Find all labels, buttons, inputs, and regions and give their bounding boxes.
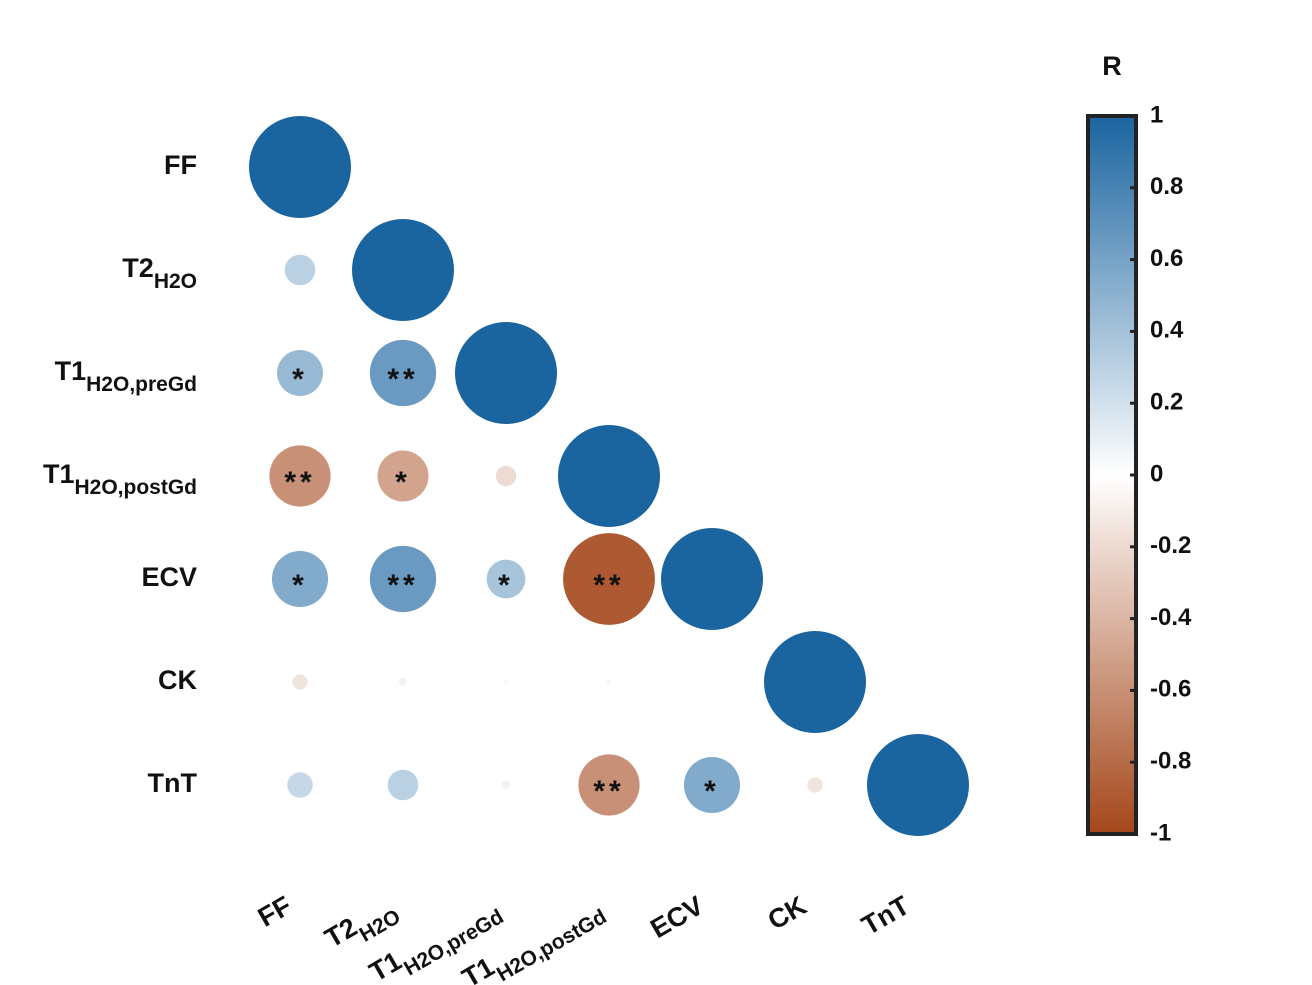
label-main: CK xyxy=(158,665,197,695)
label-main: T1 xyxy=(55,356,87,386)
label-main: T1 xyxy=(364,946,406,985)
significance: * xyxy=(292,569,308,602)
corr-circle xyxy=(683,756,741,814)
axis-label: T2H2O xyxy=(122,253,197,293)
colorbar-tick-label: 1 xyxy=(1150,101,1163,128)
colorbar-tick-label: 0 xyxy=(1150,460,1163,487)
corr-circle xyxy=(292,674,308,690)
colorbar-tick-label: -1 xyxy=(1150,819,1171,846)
x-label-group: CK xyxy=(763,890,812,936)
corr-circle xyxy=(503,679,509,685)
corr-circle xyxy=(606,679,612,685)
corr-circle xyxy=(710,680,714,684)
corr-circle xyxy=(284,254,316,286)
significance: * xyxy=(498,569,514,602)
label-main: CK xyxy=(763,890,812,936)
axis-label: TnT xyxy=(148,768,198,798)
corr-circle xyxy=(369,545,437,613)
corr-circle xyxy=(867,734,969,836)
label-sub: H2O xyxy=(355,905,404,947)
corr-circle xyxy=(269,445,331,507)
colorbar-tick-label: -0.4 xyxy=(1150,604,1192,631)
colorbar-tick-label: 0.2 xyxy=(1150,389,1183,416)
significance: * xyxy=(292,363,308,396)
label-main: ECV xyxy=(645,890,708,944)
colorbar-title: R xyxy=(1102,51,1122,81)
significance: ** xyxy=(387,363,418,396)
significance: ** xyxy=(387,569,418,602)
colorbar-tick-label: -0.2 xyxy=(1150,532,1191,559)
x-label-group: ECV xyxy=(645,890,708,944)
significance: * xyxy=(704,775,720,808)
corr-circle xyxy=(271,550,329,608)
corr-circle xyxy=(495,465,517,487)
significance: * xyxy=(395,466,411,499)
colorbar-tick-label: -0.8 xyxy=(1150,748,1191,775)
axis-label: CK xyxy=(158,665,197,695)
colorbar-tick-label: 0.8 xyxy=(1150,173,1183,200)
corr-circle xyxy=(455,322,557,424)
significance: ** xyxy=(593,569,624,602)
corr-circle xyxy=(398,677,408,687)
label-sub: H2O,preGd xyxy=(86,373,197,396)
colorbar-tick-label: 0.6 xyxy=(1150,245,1183,272)
corr-circle xyxy=(486,559,526,599)
colorbar xyxy=(1086,114,1138,836)
label-main: TnT xyxy=(857,890,915,941)
axis-label: FF xyxy=(253,890,297,932)
colorbar-tick-label: 0.4 xyxy=(1150,317,1184,344)
corr-circle xyxy=(369,339,437,407)
label-main: T1 xyxy=(43,459,75,489)
x-label-group: FF xyxy=(253,890,297,932)
corr-circle xyxy=(578,754,640,816)
label-main: FF xyxy=(164,150,197,180)
corr-circle xyxy=(377,450,429,502)
axis-label: FF xyxy=(164,150,197,180)
significance: ** xyxy=(284,466,315,499)
corr-circle xyxy=(352,219,454,321)
label-main: ECV xyxy=(141,562,197,592)
corr-circle xyxy=(563,533,655,625)
label-sub: H2O,postGd xyxy=(493,905,611,985)
label-main: TnT xyxy=(148,768,198,798)
significance: ** xyxy=(593,775,624,808)
label-sub: H2O xyxy=(154,270,197,293)
x-label-group: TnT xyxy=(857,890,915,941)
axis-label: CK xyxy=(763,890,812,936)
label-main: FF xyxy=(253,890,297,932)
axis-label: ECV xyxy=(645,890,708,944)
label-main: T2 xyxy=(320,912,362,954)
corr-circle xyxy=(807,777,823,793)
corr-circle xyxy=(387,769,419,801)
corr-circle xyxy=(501,780,511,790)
axis-label: T1H2O,preGd xyxy=(55,356,197,396)
label-main: T2 xyxy=(122,253,154,283)
label-sub: H2O,postGd xyxy=(74,476,197,499)
colorbar-tick-label: -0.6 xyxy=(1150,676,1191,703)
corr-circle xyxy=(277,350,323,396)
axis-label: TnT xyxy=(857,890,915,941)
corr-circle xyxy=(287,772,313,798)
corr-circle xyxy=(661,528,763,630)
corr-circle xyxy=(764,631,866,733)
axis-label: ECV xyxy=(141,562,197,592)
corr-circle xyxy=(249,116,351,218)
corr-circle xyxy=(558,425,660,527)
axis-label: T1H2O,postGd xyxy=(43,459,197,499)
